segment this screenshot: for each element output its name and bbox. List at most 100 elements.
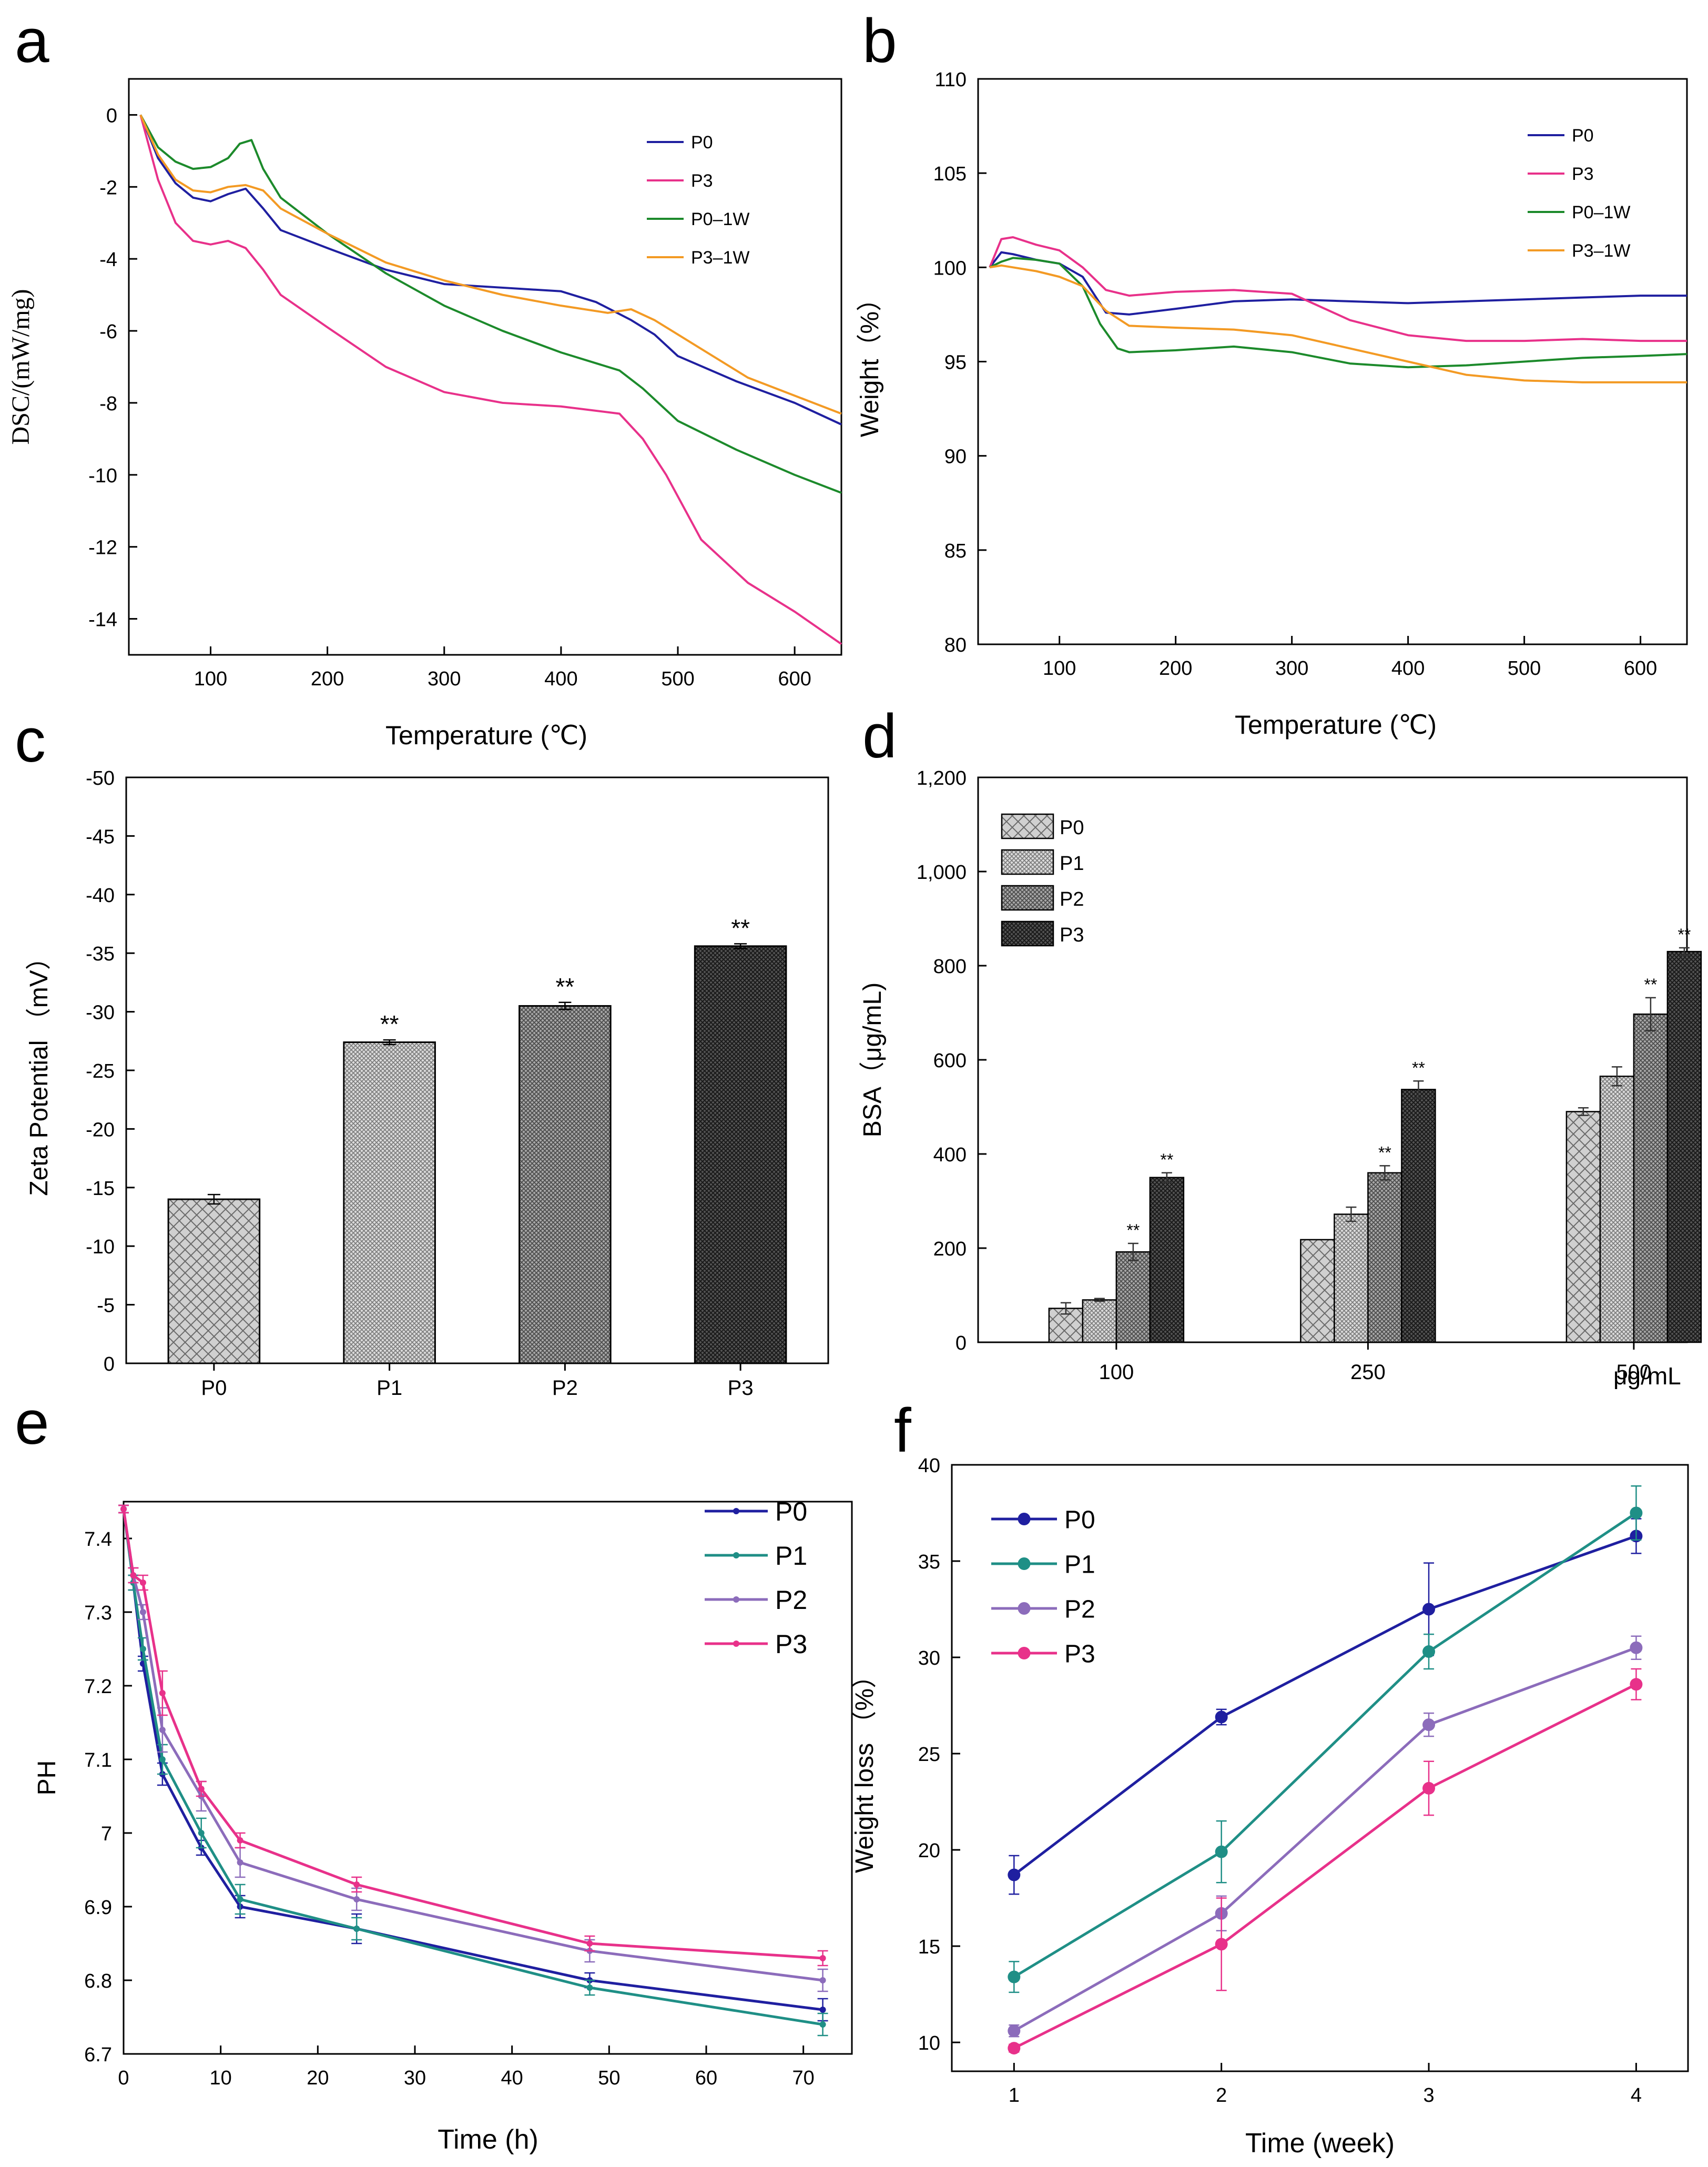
y-tick-label: 1,200	[917, 767, 967, 789]
bar-P0	[167, 1198, 261, 1364]
x-tick-label: 0	[118, 2067, 129, 2089]
y-tick-label: -35	[86, 943, 115, 965]
panel-letter: d	[862, 702, 897, 771]
x-tick-label: 300	[1275, 657, 1308, 680]
x-tick-label: 500	[1508, 657, 1541, 680]
y-tick-label: 85	[944, 540, 967, 562]
legend-label: P3	[1060, 924, 1084, 946]
data-point	[237, 1837, 243, 1844]
panel-e: e 0 10 20 30 40 50 60 70 6.7 6.8 6.9 7 7.1 7.2 7.3 7.4 PH…	[15, 1388, 853, 2155]
x-tick-label: 200	[311, 668, 344, 690]
data-point	[1215, 1710, 1228, 1724]
data-point	[353, 1881, 360, 1888]
x-tick-label: 60	[695, 2067, 717, 2089]
legend-marker	[733, 1596, 739, 1603]
y-tick-label: -8	[99, 393, 117, 415]
panel-letter: b	[862, 6, 897, 76]
y-tick-label: 80	[944, 634, 967, 656]
legend-marker	[733, 1552, 739, 1558]
y-tick-label: 105	[933, 163, 967, 185]
data-point	[353, 1926, 360, 1932]
y-tick-label: 15	[918, 1936, 940, 1958]
legend-marker	[733, 1508, 739, 1514]
y-tick-label: 7.4	[84, 1528, 112, 1551]
legend-label: P1	[775, 1541, 807, 1571]
y-tick-label: 7.3	[84, 1602, 112, 1624]
legend-swatch	[1001, 813, 1054, 839]
bar-P2-250	[1367, 1172, 1402, 1343]
y-tick-label: -25	[86, 1060, 115, 1082]
data-point	[198, 1830, 205, 1836]
legend-label: P2	[775, 1585, 807, 1615]
data-point	[819, 2021, 826, 2028]
series-line-P2	[1013, 1646, 1637, 2032]
x-tick-label: 70	[792, 2067, 815, 2089]
plot-frame	[128, 78, 842, 656]
data-point	[198, 1786, 205, 1792]
bar-P2-100	[1115, 1251, 1151, 1343]
x-tick-label: 250	[1350, 1361, 1386, 1384]
data-point	[1008, 1868, 1021, 1881]
y-tick-label: -6	[99, 321, 117, 343]
data-point	[120, 1506, 127, 1512]
x-tick-label: 50	[598, 2067, 620, 2089]
y-tick-label: 600	[933, 1050, 967, 1072]
y-tick-label: -2	[99, 177, 117, 199]
x-tick-label: 300	[428, 668, 461, 690]
series-line-P0–1W	[139, 114, 842, 494]
bar-P2	[518, 1005, 612, 1364]
y-tick-label: 20	[918, 1840, 940, 1862]
y-axis-label: Zeta Potential （mV）	[25, 945, 53, 1196]
data-point	[139, 1579, 146, 1586]
legend-label: P0	[1572, 126, 1594, 146]
legend-marker	[1018, 1647, 1031, 1659]
series-line-P3	[139, 114, 842, 645]
data-point	[1008, 2024, 1021, 2038]
y-tick-label: -10	[86, 1236, 115, 1258]
plot-frame	[123, 1501, 853, 2055]
y-tick-label: 7.2	[84, 1676, 112, 1698]
x-tick-label: 100	[1043, 657, 1076, 680]
panel-f: f 1 2 3 4 10 15 20 25 30 35 40 Weight loss （%） Time (…	[851, 1396, 1689, 2159]
y-tick-label: 7	[101, 1823, 112, 1845]
y-tick-label: 400	[933, 1144, 967, 1166]
y-tick-label: 25	[918, 1744, 940, 1766]
panel-letter: e	[15, 1388, 49, 1457]
y-tick-label: 100	[933, 257, 967, 279]
bar-P1-500	[1599, 1076, 1635, 1343]
data-point	[1422, 1781, 1436, 1795]
bar-P0-250	[1300, 1239, 1335, 1343]
x-axis-label: Time (h)	[438, 2124, 538, 2155]
legend-label: P0	[1064, 1506, 1095, 1534]
y-tick-label: 1,000	[917, 862, 967, 884]
legend-label: P0	[1060, 817, 1084, 839]
legend-label: P3	[1064, 1640, 1095, 1668]
y-axis-label: Weight（%）	[856, 286, 884, 437]
x-tick-label: 500	[1616, 1361, 1652, 1384]
significance-label: **	[1644, 975, 1657, 994]
y-tick-label: -14	[88, 609, 117, 631]
data-point	[1630, 1641, 1643, 1654]
data-point	[1008, 2042, 1021, 2055]
data-point	[1422, 1645, 1436, 1658]
bar-P1	[343, 1041, 436, 1364]
x-tick-label: 200	[1159, 657, 1192, 680]
legend-label: P3	[775, 1629, 807, 1659]
y-tick-label: 800	[933, 956, 967, 978]
data-point	[353, 1896, 360, 1902]
series-line-P1	[122, 1508, 823, 2026]
y-tick-label: -15	[86, 1178, 115, 1200]
data-point	[586, 1940, 593, 1947]
y-tick-label: 7.1	[84, 1749, 112, 1771]
legend-swatch	[1001, 849, 1054, 875]
significance-label: **	[1160, 1150, 1173, 1169]
x-tick-label: P2	[552, 1376, 578, 1400]
significance-label: **	[1378, 1143, 1391, 1162]
y-tick-label: -4	[99, 249, 117, 271]
data-point	[1215, 1938, 1228, 1951]
legend-label: P3	[1572, 164, 1594, 184]
legend-swatch	[1001, 920, 1054, 947]
bar-P3-250	[1401, 1089, 1436, 1343]
y-axis-label: BSA（μg/mL)	[859, 983, 887, 1137]
panel-c: c 0 -5 -10 -15 -20 -25 -30 -35 -40 -45 -50 Zeta Pote…	[15, 706, 829, 1400]
